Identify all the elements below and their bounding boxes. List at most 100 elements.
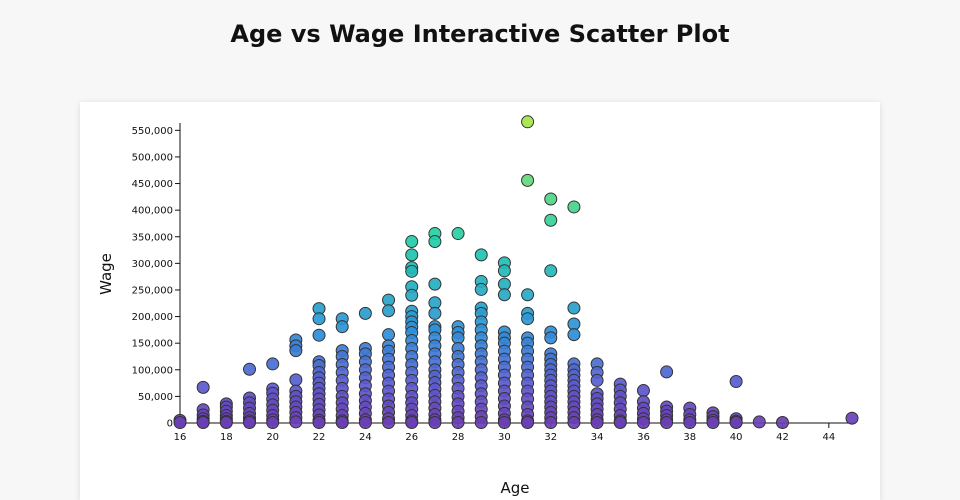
- data-point[interactable]: [335, 415, 349, 429]
- data-point[interactable]: [729, 374, 743, 388]
- data-point[interactable]: [590, 415, 604, 429]
- data-point[interactable]: [266, 415, 280, 429]
- y-tick-label: 400,000: [132, 206, 173, 217]
- data-point[interactable]: [266, 357, 280, 371]
- data-point[interactable]: [451, 415, 465, 429]
- data-point[interactable]: [521, 173, 535, 187]
- page-title: Age vs Wage Interactive Scatter Plot: [230, 20, 730, 48]
- data-point[interactable]: [497, 264, 511, 278]
- x-tick-label: 34: [591, 432, 604, 443]
- x-tick-label: 18: [220, 432, 233, 443]
- data-point[interactable]: [521, 115, 535, 129]
- y-tick-label: 500,000: [132, 152, 173, 163]
- x-tick-label: 30: [498, 432, 511, 443]
- data-point[interactable]: [335, 320, 349, 334]
- data-point[interactable]: [660, 365, 674, 379]
- data-point[interactable]: [289, 373, 303, 387]
- x-tick-label: 38: [683, 432, 696, 443]
- data-point[interactable]: [382, 415, 396, 429]
- y-tick-label: 200,000: [132, 312, 173, 323]
- data-point[interactable]: [428, 277, 442, 291]
- data-point[interactable]: [567, 415, 581, 429]
- data-point[interactable]: [428, 306, 442, 320]
- data-point[interactable]: [775, 415, 789, 429]
- data-point[interactable]: [474, 415, 488, 429]
- x-tick-label: 44: [822, 432, 835, 443]
- chart-card: 0 50,000 100,000 150,000 200,000 250,000 300,0…: [80, 102, 880, 500]
- data-point[interactable]: [497, 288, 511, 302]
- data-point[interactable]: [358, 415, 372, 429]
- data-point[interactable]: [243, 415, 257, 429]
- data-point[interactable]: [567, 328, 581, 342]
- data-point[interactable]: [312, 312, 326, 326]
- data-point[interactable]: [405, 288, 419, 302]
- data-point[interactable]: [358, 306, 372, 320]
- y-tick-label: 550,000: [132, 126, 173, 137]
- data-point[interactable]: [636, 384, 650, 398]
- data-point[interactable]: [752, 415, 766, 429]
- data-point[interactable]: [382, 328, 396, 342]
- data-point[interactable]: [474, 282, 488, 296]
- x-tick-label: 20: [266, 432, 279, 443]
- data-point[interactable]: [405, 415, 419, 429]
- x-tick-label: 40: [730, 432, 743, 443]
- data-point[interactable]: [660, 415, 674, 429]
- data-point[interactable]: [196, 380, 210, 394]
- data-point[interactable]: [405, 248, 419, 262]
- x-tick-label: 16: [174, 432, 187, 443]
- y-tick-label: 350,000: [132, 232, 173, 243]
- data-point[interactable]: [521, 288, 535, 302]
- data-point[interactable]: [196, 415, 210, 429]
- data-point[interactable]: [845, 411, 859, 425]
- data-point[interactable]: [544, 415, 558, 429]
- x-tick-label: 28: [452, 432, 465, 443]
- x-tick-label: 32: [544, 432, 557, 443]
- data-point[interactable]: [219, 415, 233, 429]
- data-point[interactable]: [474, 248, 488, 262]
- y-axis: 0 50,000 100,000 150,000 200,000 250,000 300,0…: [132, 123, 181, 430]
- y-tick-label: 250,000: [132, 285, 173, 296]
- scatter-plot: 0 50,000 100,000 150,000 200,000 250,000 300,0…: [97, 115, 859, 497]
- data-point[interactable]: [567, 200, 581, 214]
- data-point[interactable]: [567, 301, 581, 315]
- data-point[interactable]: [544, 213, 558, 227]
- x-tick-label: 24: [359, 432, 372, 443]
- data-point[interactable]: [428, 415, 442, 429]
- y-tick-label: 150,000: [132, 339, 173, 350]
- y-tick-label: 300,000: [132, 259, 173, 270]
- x-tick-label: 22: [313, 432, 326, 443]
- data-point[interactable]: [428, 235, 442, 249]
- data-point[interactable]: [312, 415, 326, 429]
- y-axis-title: Wage: [97, 253, 115, 295]
- data-point[interactable]: [243, 362, 257, 376]
- data-point[interactable]: [683, 415, 697, 429]
- x-tick-label: 36: [637, 432, 650, 443]
- y-tick-label: 0: [167, 419, 173, 430]
- data-point[interactable]: [451, 227, 465, 241]
- data-point[interactable]: [312, 328, 326, 342]
- data-point[interactable]: [497, 415, 511, 429]
- data-point[interactable]: [405, 264, 419, 278]
- data-point[interactable]: [544, 264, 558, 278]
- data-point[interactable]: [613, 415, 627, 429]
- data-point[interactable]: [289, 344, 303, 358]
- data-point[interactable]: [636, 415, 650, 429]
- data-point[interactable]: [173, 415, 187, 429]
- data-point[interactable]: [521, 415, 535, 429]
- y-tick-label: 450,000: [132, 179, 173, 190]
- data-point[interactable]: [521, 312, 535, 326]
- x-tick-label: 26: [405, 432, 418, 443]
- data-points: [173, 115, 859, 429]
- data-point[interactable]: [405, 235, 419, 249]
- data-point[interactable]: [729, 415, 743, 429]
- data-point[interactable]: [289, 415, 303, 429]
- data-point[interactable]: [382, 304, 396, 318]
- data-point[interactable]: [590, 373, 604, 387]
- data-point[interactable]: [706, 415, 720, 429]
- x-axis-title: Age: [500, 479, 529, 497]
- data-point[interactable]: [544, 331, 558, 345]
- data-point[interactable]: [544, 192, 558, 206]
- y-tick-label: 100,000: [132, 365, 173, 376]
- y-tick-label: 50,000: [138, 392, 173, 403]
- x-tick-label: 42: [776, 432, 789, 443]
